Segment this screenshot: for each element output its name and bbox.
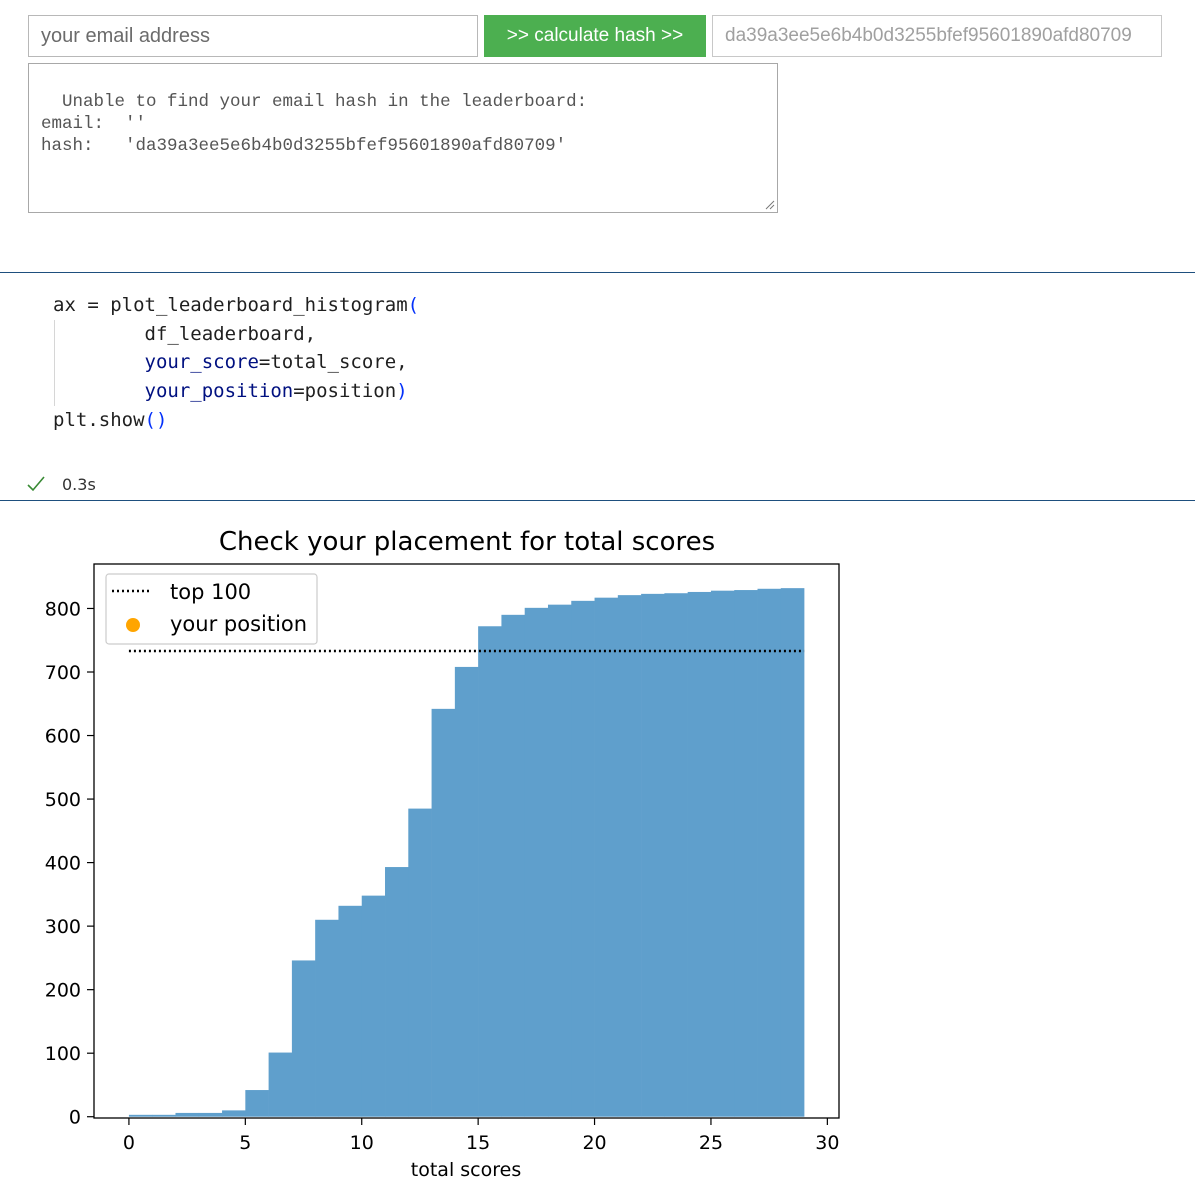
histogram-bar xyxy=(687,591,712,1117)
code-token: ( xyxy=(407,294,420,316)
histogram-bar xyxy=(338,905,363,1117)
code-line: your_position=position) xyxy=(53,380,408,402)
histogram-bar xyxy=(152,1114,176,1117)
code-token xyxy=(53,380,145,402)
y-tick-label: 400 xyxy=(45,853,81,875)
histogram-bar xyxy=(594,597,619,1117)
code-block[interactable]: ax = plot_leaderboard_histogram( df_lead… xyxy=(53,291,419,435)
code-token: () xyxy=(144,408,168,431)
histogram-bar xyxy=(757,588,782,1117)
leaderboard-histogram-chart: Check your placement for total scores 0 5… xyxy=(45,527,840,1177)
histogram-bar xyxy=(268,1052,293,1117)
histogram-bar xyxy=(128,1114,153,1117)
execution-time: 0.3s xyxy=(62,474,96,494)
histogram-bar xyxy=(222,1110,246,1117)
code-token xyxy=(53,351,145,373)
histogram-bar xyxy=(710,590,735,1117)
code-token: =position xyxy=(293,380,397,403)
histogram-bar xyxy=(245,1090,269,1117)
code-line: df_leaderboard, xyxy=(53,322,317,345)
code-cell[interactable]: ax = plot_leaderboard_histogram( df_lead… xyxy=(0,272,1195,501)
indent-guide xyxy=(54,320,55,406)
execution-status: 0.3s xyxy=(26,473,96,495)
histogram-bar xyxy=(664,593,688,1117)
histogram-bar xyxy=(641,593,665,1117)
calculate-hash-button[interactable]: >> calculate hash >> xyxy=(484,15,706,57)
x-tick-label: 5 xyxy=(239,1132,251,1154)
plot-frame xyxy=(93,563,840,1119)
y-tick-label: 200 xyxy=(45,980,81,1002)
histogram-bar xyxy=(524,607,549,1117)
code-token: your_position xyxy=(144,380,294,403)
x-axis: 0 5 10 15 20 25 30 xyxy=(123,1118,839,1154)
chart-title: Check your placement for total scores xyxy=(219,527,715,557)
y-tick-label: 0 xyxy=(69,1107,81,1129)
x-tick-label: 20 xyxy=(582,1132,606,1154)
histogram-bar xyxy=(315,919,339,1117)
code-token: your_score xyxy=(144,351,259,374)
histogram-bar xyxy=(501,614,526,1117)
x-tick-label: 30 xyxy=(815,1132,839,1154)
y-tick-label: 500 xyxy=(45,789,81,811)
y-tick-label: 600 xyxy=(45,726,81,748)
histogram-bar xyxy=(385,867,409,1117)
histogram-bar xyxy=(198,1112,223,1117)
histogram-bar xyxy=(361,895,386,1117)
y-tick-label: 800 xyxy=(45,598,81,620)
y-tick-label: 300 xyxy=(45,916,81,938)
y-tick-label: 700 xyxy=(45,662,81,684)
histogram-bar xyxy=(571,600,595,1117)
histogram-bar xyxy=(408,808,432,1117)
x-axis-label: total scores xyxy=(411,1159,521,1177)
histogram-bar xyxy=(431,708,456,1117)
histogram-bars xyxy=(128,588,805,1117)
resize-grip-icon[interactable] xyxy=(763,198,775,210)
code-token: df_leaderboard, xyxy=(53,322,317,345)
x-tick-label: 25 xyxy=(699,1132,723,1154)
histogram-bar xyxy=(734,590,758,1117)
code-token: plot_leaderboard_histogram xyxy=(98,294,408,316)
code-line: ax = plot_leaderboard_histogram( xyxy=(53,294,419,316)
x-tick-label: 0 xyxy=(123,1132,135,1154)
histogram-bar xyxy=(454,666,479,1117)
code-token: ax xyxy=(53,294,88,316)
histogram-bar xyxy=(617,595,642,1117)
histogram-bar xyxy=(175,1112,200,1117)
code-token: plt.show xyxy=(53,408,145,431)
code-token: = xyxy=(87,294,99,316)
code-token: ) xyxy=(396,380,408,403)
y-axis: 0 100 200 300 400 500 600 700 800 xyxy=(45,598,94,1129)
x-tick-label: 15 xyxy=(466,1132,490,1154)
legend-box xyxy=(105,573,318,645)
histogram-bar xyxy=(780,588,805,1117)
checkmark-icon xyxy=(27,476,45,492)
result-text: Unable to find your email hash in the le… xyxy=(41,92,588,156)
email-input[interactable] xyxy=(28,15,478,57)
legend-your-position-marker xyxy=(126,618,140,632)
code-token: =total_score, xyxy=(258,351,408,374)
histogram-bar xyxy=(291,960,316,1117)
histogram-bar xyxy=(547,604,572,1117)
code-line: your_score=total_score, xyxy=(53,351,408,373)
hash-output-field[interactable] xyxy=(712,15,1162,57)
y-tick-label: 100 xyxy=(45,1043,81,1065)
result-textarea[interactable]: Unable to find your email hash in the le… xyxy=(28,63,778,213)
x-tick-label: 10 xyxy=(350,1132,374,1154)
code-line: plt.show() xyxy=(53,409,167,431)
legend-top100-label: top 100 xyxy=(170,580,251,604)
histogram-bar xyxy=(478,626,502,1117)
legend: top 100 your position xyxy=(105,573,318,645)
legend-your-position-label: your position xyxy=(170,612,307,636)
